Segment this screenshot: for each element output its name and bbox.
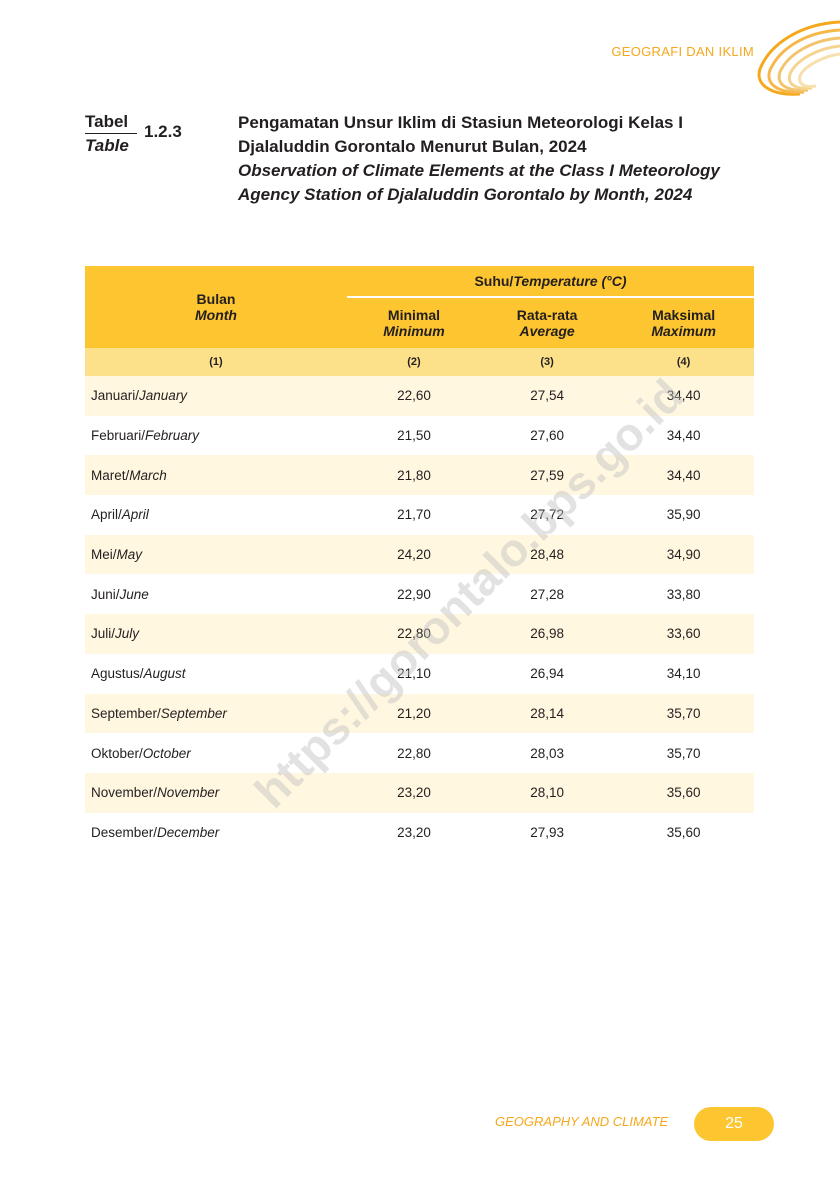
month-cell: Desember/December — [85, 812, 347, 853]
table-row: September/September 21,20 28,14 35,70 — [85, 693, 754, 734]
avg-cell: 26,98 — [480, 614, 614, 654]
max-cell: 35,60 — [613, 772, 754, 813]
avg-cell: 28,14 — [480, 693, 614, 734]
avg-cell: 26,94 — [480, 653, 614, 694]
col-header-min: Minimal Minimum — [383, 307, 445, 339]
table-title-en: Observation of Climate Elements at the C… — [238, 161, 720, 204]
table-row: Juli/July 22,80 26,98 33,60 — [85, 614, 754, 654]
month-cell: September/September — [85, 693, 347, 734]
avg-cell: 28,48 — [480, 534, 614, 575]
col-header-max: Maksimal Maximum — [651, 307, 716, 339]
month-cell: Januari/January — [85, 376, 347, 416]
table-row: Mei/May 24,20 28,48 34,90 — [85, 534, 754, 575]
max-cell: 34,10 — [613, 653, 754, 694]
max-cell: 33,60 — [613, 614, 754, 654]
month-cell: Februari/February — [85, 415, 347, 456]
min-cell: 22,60 — [347, 376, 481, 416]
max-cell: 35,60 — [613, 812, 754, 853]
page-number: 25 — [694, 1107, 774, 1141]
month-cell: Mei/May — [85, 534, 347, 575]
min-cell: 22,90 — [347, 574, 481, 615]
avg-cell: 27,54 — [480, 376, 614, 416]
month-cell: Maret/March — [85, 455, 347, 496]
col-header-month: Bulan Month — [195, 291, 237, 323]
table-label-en: Table — [85, 136, 129, 155]
min-cell: 23,20 — [347, 812, 481, 853]
month-cell: Oktober/October — [85, 733, 347, 773]
min-cell: 21,10 — [347, 653, 481, 694]
month-cell: April/April — [85, 495, 347, 535]
table-row: Maret/March 21,80 27,59 34,40 — [85, 455, 754, 496]
month-cell: Juli/July — [85, 614, 347, 654]
decorative-swirl-icon — [757, 20, 840, 96]
avg-cell: 28,10 — [480, 772, 614, 813]
table-title-id: Pengamatan Unsur Iklim di Stasiun Meteor… — [238, 113, 683, 156]
max-cell: 34,40 — [613, 415, 754, 456]
max-cell: 35,90 — [613, 495, 754, 535]
table-row: Agustus/August 21,10 26,94 34,10 — [85, 653, 754, 694]
min-cell: 22,80 — [347, 733, 481, 773]
table-row: Januari/January 22,60 27,54 34,40 — [85, 376, 754, 416]
avg-cell: 27,28 — [480, 574, 614, 615]
max-cell: 34,90 — [613, 534, 754, 575]
max-cell: 33,80 — [613, 574, 754, 615]
min-cell: 21,20 — [347, 693, 481, 734]
max-cell: 35,70 — [613, 693, 754, 734]
min-cell: 21,80 — [347, 455, 481, 496]
min-cell: 21,50 — [347, 415, 481, 456]
table-title: Pengamatan Unsur Iklim di Stasiun Meteor… — [238, 111, 758, 207]
table-number: 1.2.3 — [144, 122, 182, 141]
avg-cell: 28,03 — [480, 733, 614, 773]
table-row: Februari/February 21,50 27,60 34,40 — [85, 415, 754, 456]
col-header-avg: Rata-rata Average — [516, 307, 578, 339]
min-cell: 22,80 — [347, 614, 481, 654]
min-cell: 23,20 — [347, 772, 481, 813]
table-row: Desember/December 23,20 27,93 35,60 — [85, 812, 754, 853]
avg-cell: 27,93 — [480, 812, 614, 853]
column-index-row: (1) (2) (3) (4) — [85, 348, 754, 376]
month-cell: Juni/June — [85, 574, 347, 615]
table-label: Tabel Table — [85, 112, 137, 156]
avg-cell: 27,60 — [480, 415, 614, 456]
climate-table: Bulan Month Suhu/Temperature (°C) Minima… — [85, 266, 754, 853]
max-cell: 35,70 — [613, 733, 754, 773]
avg-cell: 27,72 — [480, 495, 614, 535]
table-row: April/April 21,70 27,72 35,90 — [85, 495, 754, 535]
max-cell: 34,40 — [613, 376, 754, 416]
col-header-temperature: Suhu/Temperature (°C) — [347, 266, 754, 298]
avg-cell: 27,59 — [480, 455, 614, 496]
table-label-id: Tabel — [85, 112, 137, 134]
month-cell: Agustus/August — [85, 653, 347, 694]
min-cell: 21,70 — [347, 495, 481, 535]
table-row: Juni/June 22,90 27,28 33,80 — [85, 574, 754, 615]
table-row: Oktober/October 22,80 28,03 35,70 — [85, 733, 754, 773]
min-cell: 24,20 — [347, 534, 481, 575]
month-cell: November/November — [85, 772, 347, 813]
table-row: November/November 23,20 28,10 35,60 — [85, 772, 754, 813]
running-header: GEOGRAFI DAN IKLIM — [611, 44, 754, 59]
max-cell: 34,40 — [613, 455, 754, 496]
footer-section: GEOGRAPHY AND CLIMATE — [495, 1114, 669, 1129]
